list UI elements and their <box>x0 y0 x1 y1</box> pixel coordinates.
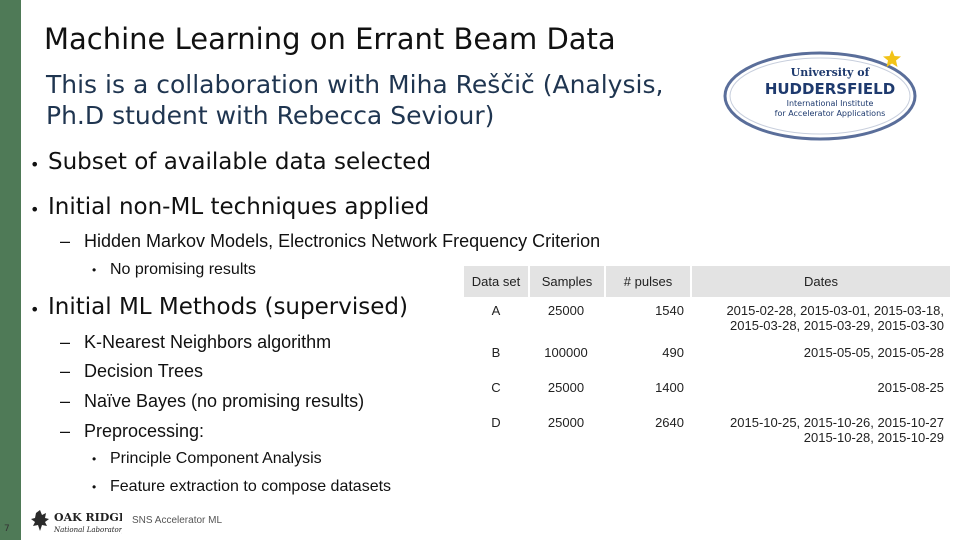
star-icon <box>883 50 901 67</box>
bullet-subset: • Subset of available data selected <box>30 149 432 175</box>
cell-dates: 2015-05-05, 2015-05-28 <box>803 345 944 360</box>
slide-subtitle: This is a collaboration with Miha Reščič… <box>46 69 706 131</box>
dash-icon: – <box>60 391 71 411</box>
bullet-dot-icon: • <box>92 480 97 494</box>
table-row: C 25000 1400 2015-08-25 <box>464 374 950 409</box>
cell-set: B <box>491 345 501 360</box>
cell-samples: 25000 <box>547 380 585 395</box>
sub-bullet-knn: – K-Nearest Neighbors algorithm <box>60 332 332 352</box>
logo-line-3: International Institute <box>787 99 874 108</box>
bullet-dot-icon: • <box>30 155 40 174</box>
table-header-row: Data set Samples # pulses Dates <box>464 266 950 297</box>
cell-dates: 2015-02-28, 2015-03-01, 2015-03-18, 2015-… <box>726 303 944 333</box>
oak-ridge-logo: OAK RIDGE National Laboratory <box>31 510 122 534</box>
dash-icon: – <box>60 421 71 441</box>
dash-icon: – <box>60 361 71 381</box>
slide-title: Machine Learning on Errant Beam Data <box>44 22 616 56</box>
table-row: A 25000 1540 2015-02-28, 2015-03-01, 201… <box>464 297 950 339</box>
bullet-non-ml: • Initial non-ML techniques applied <box>30 194 430 220</box>
sub-sub-bullet-feature-extraction: • Feature extraction to compose datasets <box>92 478 392 495</box>
sub-bullet-decision-trees: – Decision Trees <box>60 361 204 381</box>
table-row: D 25000 2640 2015-10-25, 2015-10-26, 201… <box>464 409 950 451</box>
logo-line-4: for Accelerator Applications <box>775 109 886 118</box>
oak-leaf-icon <box>31 510 49 531</box>
bullet-dot-icon: • <box>30 300 40 319</box>
dash-icon: – <box>60 231 71 251</box>
subtitle-line-1: This is a collaboration with Miha Reščič… <box>46 70 664 99</box>
cell-samples: 25000 <box>547 303 585 318</box>
huddersfield-logo: University of HUDDERSFIELD International… <box>723 50 917 141</box>
bullet-dot-icon: • <box>92 452 97 466</box>
table-row: B 100000 490 2015-05-05, 2015-05-28 <box>464 339 950 374</box>
sub-sub-bullet-no-results: • No promising results <box>92 261 256 278</box>
cell-samples: 25000 <box>547 415 585 430</box>
oak-ridge-line-2: National Laboratory <box>53 526 122 534</box>
header-data-set: Data set <box>464 266 528 297</box>
bullet-ml-methods: • Initial ML Methods (supervised) <box>30 294 408 320</box>
cell-samples: 100000 <box>544 345 588 360</box>
cell-pulses: 2640 <box>655 415 684 430</box>
cell-set: D <box>491 415 501 430</box>
logo-line-2: HUDDERSFIELD <box>765 80 895 98</box>
cell-set: C <box>491 380 501 395</box>
sub-bullet-naive-bayes: – Naïve Bayes (no promising results) <box>60 391 365 411</box>
cell-pulses: 490 <box>662 345 684 360</box>
dash-icon: – <box>60 332 71 352</box>
page-number: 7 <box>4 524 10 534</box>
header-pulses: # pulses <box>604 266 690 297</box>
cell-set: A <box>491 303 501 318</box>
oak-ridge-line-1: OAK RIDGE <box>54 511 122 524</box>
sub-sub-bullet-pca: • Principle Component Analysis <box>92 450 322 467</box>
subtitle-line-2: Ph.D student with Rebecca Seviour) <box>46 101 495 130</box>
cell-pulses: 1540 <box>655 303 684 318</box>
sub-bullet-preprocessing: – Preprocessing: <box>60 421 205 441</box>
cell-dates: 2015-08-25 <box>877 380 945 395</box>
cell-dates: 2015-10-25, 2015-10-26, 2015-10-27 2015-1… <box>730 415 944 445</box>
cell-pulses: 1400 <box>655 380 684 395</box>
header-dates: Dates <box>690 266 950 297</box>
sub-bullet-hmm: – Hidden Markov Models, Electronics Netwo… <box>60 231 601 251</box>
header-samples: Samples <box>528 266 604 297</box>
bullet-dot-icon: • <box>92 263 97 277</box>
footer-label: SNS Accelerator ML <box>132 515 223 526</box>
side-accent-bar <box>0 0 21 540</box>
bullet-dot-icon: • <box>30 200 40 219</box>
logo-line-1: University of <box>791 66 871 79</box>
datasets-table: Data set Samples # pulses Dates A 25000 … <box>464 266 950 451</box>
